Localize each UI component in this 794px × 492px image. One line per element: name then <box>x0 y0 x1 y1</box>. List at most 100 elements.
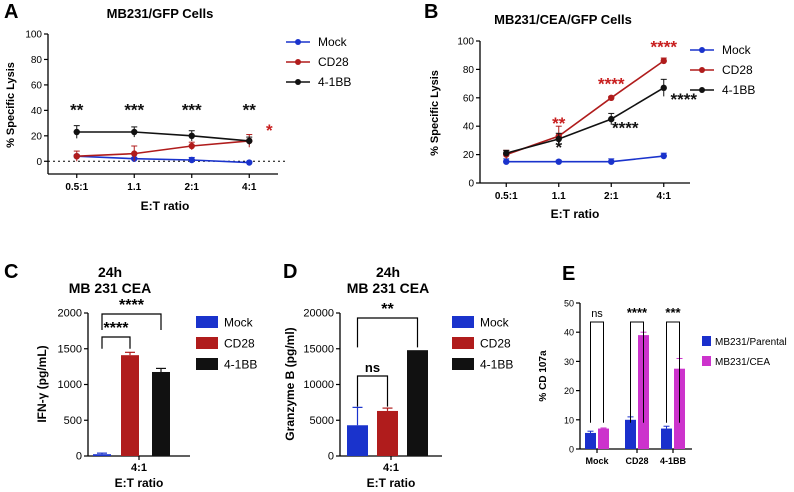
panel-c-xlabel: E:T ratio <box>115 476 164 490</box>
chart-b-sig-annotation: **** <box>671 90 698 109</box>
chart-b-x-tick-label: 1.1 <box>552 191 566 202</box>
chart-a-point-mock <box>246 159 253 166</box>
chart-b-sig-annotation: * <box>555 138 562 157</box>
chart-d-y-tick-label: 5000 <box>310 415 334 427</box>
chart-a-legend-label-mock: Mock <box>318 35 348 49</box>
chart-c-y-tick-label: 500 <box>64 415 82 427</box>
chart-a-x-tick-label: 1.1 <box>127 182 141 193</box>
chart-c-legend-swatch-cd28 <box>196 337 218 349</box>
chart-e-comparison-bracket <box>630 321 644 423</box>
chart-b-series-line-mock <box>506 155 664 163</box>
chart-e-y-tick-label: 10 <box>564 415 574 425</box>
chart-c-comparison-bracket <box>101 313 162 330</box>
chart-b-legend-label-4-1bb: 4-1BB <box>722 83 755 97</box>
chart-b-point-mock <box>555 158 562 165</box>
chart-a-legend-marker-mock <box>295 39 301 45</box>
chart-d-legend-label-cd28: CD28 <box>480 337 511 351</box>
chart-b-y-tick-label: 0 <box>468 179 474 190</box>
chart-d-legend-swatch-cd28 <box>452 337 474 349</box>
bar-chart-d: 0 5000 10000 15000 20000 Mock CD28 4-1BB ns ** <box>303 301 513 463</box>
chart-d-bar-mock <box>347 425 368 456</box>
chart-c-bar-4-1bb <box>152 371 170 456</box>
panel-d-title-line1: 24h <box>376 264 400 280</box>
chart-e-comparison-label: ns <box>591 308 603 320</box>
chart-d-legend-swatch-4-1bb <box>452 358 474 370</box>
chart-b-point-mock <box>660 152 667 160</box>
chart-e-bar-mb231-parental-mock <box>585 432 596 449</box>
chart-d-legend-swatch-mock <box>452 316 474 328</box>
chart-e-x-tick-label: CD28 <box>625 456 648 466</box>
panel-d-xlabel: E:T ratio <box>367 476 416 490</box>
chart-c-legend-swatch-4-1bb <box>196 358 218 370</box>
panel-c-title-line2: MB 231 CEA <box>69 280 151 296</box>
chart-a-x-tick-label: 2:1 <box>185 182 200 193</box>
chart-e-comparison-label: *** <box>665 305 681 320</box>
chart-a-y-tick-label: 60 <box>31 80 43 91</box>
panel-a-xlabel: E:T ratio <box>141 199 190 213</box>
chart-d-y-tick-label: 20000 <box>303 308 334 320</box>
chart-c-y-tick-label: 1500 <box>58 343 82 355</box>
chart-b-y-tick-label: 80 <box>463 65 475 76</box>
chart-a-series-line-cd28 <box>76 140 250 157</box>
panel-b-ylabel: % Specific Lysis <box>429 70 441 156</box>
chart-d-comparison-label: ** <box>381 301 394 318</box>
chart-d-legend-label-4-1bb: 4-1BB <box>480 358 513 372</box>
chart-a-point-4-1bb <box>73 128 80 136</box>
panel-letter-b: B <box>424 1 438 23</box>
panel-letter-c: C <box>4 261 18 283</box>
panel-letter-e: E <box>562 263 575 285</box>
panel-a-ylabel: % Specific Lysis <box>5 62 17 148</box>
chart-c-comparison-label: **** <box>104 320 130 337</box>
chart-d-bar-4-1bb <box>407 350 428 456</box>
chart-a-point-cd28 <box>188 142 195 150</box>
chart-a-series-line-mock <box>76 155 250 164</box>
chart-e-bar-mb231-cea-mock <box>598 428 609 449</box>
chart-c-legend-label-4-1bb: 4-1BB <box>224 358 257 372</box>
chart-a-y-tick-label: 0 <box>36 157 42 168</box>
chart-d-y-tick-label: 15000 <box>303 343 334 355</box>
chart-e-comparison-label: **** <box>627 305 648 320</box>
chart-b-series-line-4-1bb <box>506 87 665 154</box>
chart-b-y-tick-label: 40 <box>463 122 475 133</box>
chart-e-legend-label-mb231-cea: MB231/CEA <box>715 357 770 368</box>
panel-c-ylabel: IFN-γ (pg/mL) <box>35 345 49 422</box>
chart-a-y-tick-label: 100 <box>25 30 42 41</box>
chart-e-y-tick-label: 30 <box>564 357 574 367</box>
chart-d-comparison-bracket <box>356 317 419 348</box>
chart-c-legend-swatch-mock <box>196 316 218 328</box>
chart-c-legend-label-mock: Mock <box>224 316 254 330</box>
bar-chart-e: 0 10 20 30 40 50 Mock ns CD28 **** 4-1BB *** MB231/P… <box>564 299 787 467</box>
bar-chart-c: 0 500 1000 1500 2000 Mock CD28 4-1BB **** **** <box>58 297 258 463</box>
chart-a-legend-label-cd28: CD28 <box>318 55 349 69</box>
chart-a-sig-annotation: *** <box>124 100 144 119</box>
chart-a-legend-marker-4-1bb <box>295 79 301 85</box>
panel-d-title-line2: MB 231 CEA <box>347 280 429 296</box>
line-chart-b: 0 20 40 60 80 100 0.5:1 1.1 2:1 4:1 Mock CD28 4-1BB *… <box>457 37 755 203</box>
chart-b-point-4-1bb <box>608 115 615 123</box>
chart-a-point-cd28 <box>73 152 80 160</box>
chart-b-sig-annotation: **** <box>651 37 678 56</box>
chart-d-y-tick-label: 10000 <box>303 379 334 391</box>
chart-b-legend-marker-cd28 <box>699 67 705 73</box>
panel-e-ylabel: % CD 107a <box>538 350 549 402</box>
chart-e-comparison-bracket <box>666 321 680 423</box>
chart-a-sig-annotation: * <box>266 121 273 140</box>
chart-e-legend-label-mb231-parental: MB231/Parental <box>715 337 787 348</box>
chart-e-bar-mb231-parental-4-1bb <box>661 428 672 449</box>
chart-b-sig-annotation: **** <box>598 74 625 93</box>
chart-e-y-tick-label: 40 <box>564 328 574 338</box>
chart-a-point-cd28 <box>131 150 138 157</box>
panel-letter-a: A <box>4 1 18 23</box>
chart-b-x-tick-label: 4:1 <box>657 191 672 202</box>
chart-b-point-4-1bb <box>555 135 562 143</box>
chart-e-comparison-bracket <box>590 321 604 423</box>
chart-c-bar-cd28 <box>121 355 139 456</box>
panel-c-title-line1: 24h <box>98 264 122 280</box>
chart-e-y-tick-label: 20 <box>564 386 574 396</box>
panel-d-ylabel: Granzyme B (pg/ml) <box>283 327 297 440</box>
panel-d-xtick: 4:1 <box>383 462 399 474</box>
panel-b-title: MB231/CEA/GFP Cells <box>494 12 632 27</box>
chart-e-y-tick-label: 50 <box>564 299 574 309</box>
chart-b-y-tick-label: 60 <box>463 93 475 104</box>
